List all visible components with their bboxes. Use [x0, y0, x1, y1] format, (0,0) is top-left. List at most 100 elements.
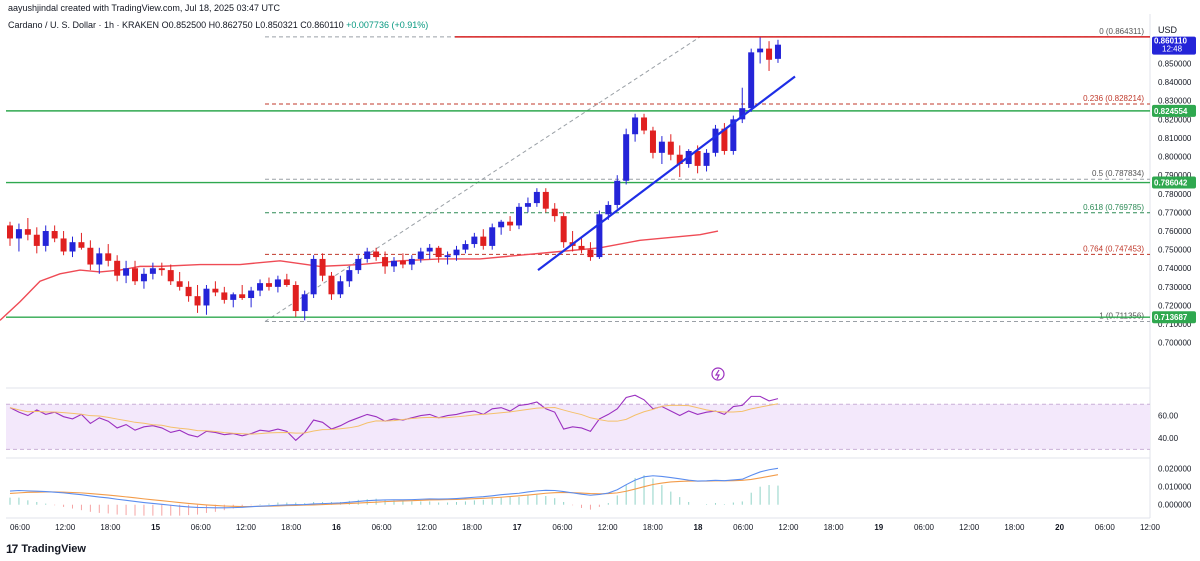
- candle-body: [346, 270, 353, 282]
- time-tick-label: 06:00: [191, 523, 212, 532]
- candle-body: [721, 128, 728, 151]
- candle-body: [158, 268, 165, 271]
- candle-body: [78, 242, 85, 248]
- macd-tick-label: 0.020000: [1158, 464, 1192, 473]
- candle-body: [730, 119, 737, 151]
- time-tick-label: 12:00: [1140, 523, 1161, 532]
- candle-body: [632, 117, 639, 135]
- candle-body: [319, 258, 326, 276]
- rsi-line: [9, 394, 779, 442]
- fib-level-label: 0.618 (0.769785): [1083, 203, 1144, 212]
- price-tick-label: 0.720000: [1158, 301, 1192, 310]
- candle-body: [471, 236, 478, 245]
- candle-body: [364, 251, 371, 259]
- candle-body: [712, 128, 719, 153]
- candle-body: [167, 270, 174, 282]
- time-tick-label: 06:00: [10, 523, 31, 532]
- time-tick-label: 20: [1055, 523, 1064, 532]
- candle-body: [614, 180, 621, 205]
- ascending-trendline: [537, 75, 796, 271]
- candle-body: [560, 216, 567, 243]
- price-tick-label: 0.710000: [1158, 320, 1192, 329]
- candle-body: [676, 154, 683, 165]
- candle-body: [60, 238, 67, 252]
- candle-body: [373, 251, 380, 258]
- candle-body: [51, 231, 58, 239]
- current-price-label: 0.860110: [1154, 37, 1187, 46]
- footer-brand: 17 TradingView: [6, 542, 86, 556]
- price-tick-label: 0.830000: [1158, 97, 1192, 106]
- candle-body: [96, 253, 103, 265]
- price-tick-label: 0.840000: [1158, 78, 1192, 87]
- candle-body: [489, 227, 496, 246]
- price-tick-label: 0.800000: [1158, 153, 1192, 162]
- support-price-tag: [1152, 311, 1196, 324]
- time-tick-label: 12:00: [417, 523, 438, 532]
- symbol-name[interactable]: Cardano / U. S. Dollar · 1h · KRAKEN: [8, 20, 160, 30]
- candle-body: [230, 294, 237, 300]
- candle-body: [265, 283, 272, 287]
- attribution-text: aayushjindal created with TradingView.co…: [8, 3, 280, 13]
- candle-body: [382, 257, 389, 267]
- tradingview-logo-icon: 17: [6, 542, 18, 556]
- candle-body: [757, 48, 764, 53]
- alert-icon[interactable]: [711, 367, 725, 381]
- candle-body: [185, 286, 192, 297]
- candle-body: [203, 288, 210, 306]
- price-tick-label: 0.850000: [1158, 60, 1192, 69]
- candle-body: [507, 221, 514, 226]
- support-price-label: 0.824554: [1154, 107, 1188, 116]
- fib-level-label: 1 (0.711356): [1099, 312, 1144, 321]
- time-tick-label: 19: [874, 523, 883, 532]
- candle-body: [328, 275, 335, 295]
- candle-body: [444, 255, 451, 258]
- time-tick-label: 17: [513, 523, 522, 532]
- time-tick-label: 12:00: [778, 523, 799, 532]
- candle-body: [123, 268, 130, 276]
- candle-body: [301, 294, 308, 312]
- brand-name: TradingView: [21, 543, 86, 555]
- candle-body: [587, 249, 594, 258]
- candle-body: [480, 236, 487, 246]
- fib-level-label: 0.236 (0.828214): [1083, 94, 1144, 103]
- candle-body: [533, 191, 540, 204]
- high-value: H0.862750: [208, 20, 253, 30]
- candle-body: [7, 225, 13, 239]
- candle-body: [542, 191, 549, 209]
- candle-body: [774, 44, 781, 59]
- price-tick-label: 0.810000: [1158, 134, 1192, 143]
- candle-body: [310, 258, 317, 295]
- candle-body: [42, 231, 49, 246]
- price-tick-label: 0.760000: [1158, 227, 1192, 236]
- candle-body: [658, 141, 665, 153]
- candle-body: [149, 268, 156, 274]
- current-price-tag: [1152, 36, 1196, 55]
- price-tick-label: 0.770000: [1158, 208, 1192, 217]
- candle-body: [132, 268, 139, 282]
- time-tick-label: 06:00: [372, 523, 393, 532]
- rsi-tick-label: 40.00: [1158, 434, 1179, 443]
- support-price-label: 0.713687: [1154, 313, 1188, 322]
- rsi-average-line: [9, 403, 779, 435]
- candle-body: [257, 283, 264, 291]
- candle-body: [105, 253, 112, 261]
- candle-body: [426, 247, 433, 252]
- candle-body: [739, 108, 746, 120]
- candle-body: [462, 244, 469, 250]
- candle-body: [408, 258, 415, 265]
- macd-line: [9, 467, 779, 509]
- candle-body: [221, 292, 228, 300]
- candle-body: [551, 208, 558, 217]
- macd-signal-line: [9, 474, 779, 508]
- macd-tick-label: 0.010000: [1158, 483, 1192, 492]
- support-price-label: 0.786042: [1154, 179, 1188, 188]
- candle-body: [292, 284, 299, 312]
- close-value: C0.860110: [300, 20, 344, 30]
- candle-body: [24, 229, 31, 235]
- time-tick-label: 06:00: [733, 523, 754, 532]
- price-tick-label: 0.820000: [1158, 115, 1192, 124]
- candle-body: [194, 296, 201, 306]
- time-tick-label: 15: [151, 523, 160, 532]
- rsi-band: [6, 404, 1150, 450]
